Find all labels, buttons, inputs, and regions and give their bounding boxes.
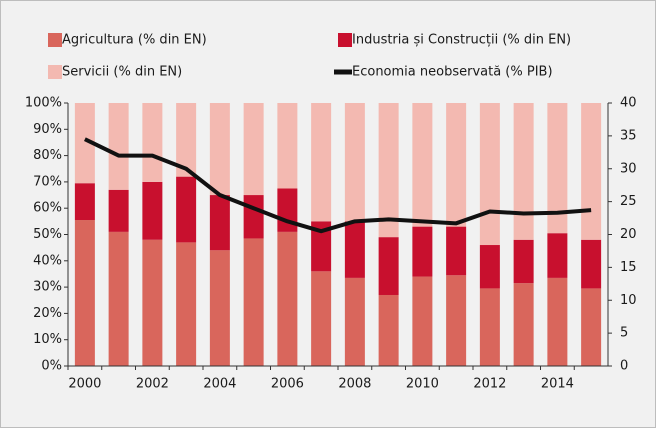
y-tick-label: 70% [33, 174, 62, 189]
bar-segment [479, 288, 500, 366]
bar-segment [344, 103, 365, 222]
y-tick-label: 40% [33, 253, 62, 268]
bar-segment [74, 183, 95, 221]
bar-segment [513, 283, 534, 366]
bar-segment [311, 103, 332, 222]
y-tick-label: 30% [33, 280, 62, 295]
bar-segment [344, 221, 365, 278]
legend-label: Economia neobservată (% PIB) [352, 65, 553, 80]
legend-label: Agricultura (% din EN) [62, 33, 207, 48]
bar-segment [446, 226, 467, 276]
bar-segment [142, 181, 163, 240]
bar-segment [209, 103, 230, 196]
bar-segment [243, 103, 264, 196]
bar-segment [74, 220, 95, 366]
bar-segment [378, 237, 399, 295]
y2-tick-label: 15 [620, 260, 637, 275]
bar-segment [581, 239, 602, 289]
y2-tick-label: 35 [620, 128, 637, 143]
bar-segment [277, 103, 298, 189]
x-tick-label: 2002 [136, 377, 169, 392]
bar-segment [412, 226, 433, 277]
legend-label: Servicii (% din EN) [62, 65, 182, 80]
x-tick-label: 2012 [473, 377, 506, 392]
y2-tick-label: 10 [620, 293, 637, 308]
x-tick-label: 2004 [203, 377, 236, 392]
bar-segment [581, 288, 602, 366]
bar-segment [547, 233, 568, 278]
bar-segment [446, 275, 467, 366]
bar-segment [108, 231, 129, 366]
legend-marker [48, 65, 62, 79]
x-tick-label: 2014 [541, 377, 574, 392]
x-tick-label: 2010 [406, 377, 439, 392]
x-tick-label: 2006 [271, 377, 304, 392]
legend-label: Industria și Construcții (% din EN) [352, 33, 571, 48]
bar-segment [479, 103, 500, 246]
y-tick-label: 80% [33, 148, 62, 163]
y-tick-label: 100% [25, 96, 62, 111]
y-tick-label: 50% [33, 227, 62, 242]
bar-segment [108, 103, 129, 190]
bar-segment [581, 103, 602, 240]
bar-segment [547, 277, 568, 366]
y-tick-label: 10% [33, 332, 62, 347]
y-tick-label: 60% [33, 201, 62, 216]
bar-segment [412, 276, 433, 366]
bar-segment [209, 250, 230, 366]
bar-segment [176, 103, 197, 177]
bar-segment [277, 231, 298, 366]
y2-tick-label: 0 [620, 359, 628, 374]
y2-tick-label: 20 [620, 227, 637, 242]
bar-segment [378, 103, 399, 238]
bar-segment [176, 242, 197, 366]
bar-segment [142, 103, 163, 182]
y-tick-label: 20% [33, 306, 62, 321]
bar-segment [446, 103, 467, 227]
legend-marker [48, 33, 62, 47]
bar-segment [74, 103, 95, 184]
bar-segment [108, 189, 129, 232]
x-tick-label: 2000 [68, 377, 101, 392]
bar-segment [311, 221, 332, 272]
bar-segment [243, 238, 264, 366]
x-tick-label: 2008 [338, 377, 371, 392]
bar-segment [479, 245, 500, 289]
y2-tick-label: 30 [620, 161, 637, 176]
bar-segment [513, 239, 534, 284]
bar-segment [176, 176, 197, 243]
legend-marker [338, 33, 352, 47]
bar-segment [513, 103, 534, 240]
y2-tick-label: 40 [620, 96, 637, 111]
bar-segment [412, 103, 433, 227]
y2-tick-label: 25 [620, 194, 637, 209]
y-tick-label: 90% [33, 122, 62, 137]
line-series [83, 137, 592, 234]
bar-segment [311, 271, 332, 366]
bar-segment [142, 239, 163, 366]
bar-segment [243, 195, 264, 239]
bar-segment [547, 103, 568, 234]
bar-segment [378, 294, 399, 366]
bar-segment [344, 277, 365, 366]
y-tick-label: 0% [41, 359, 62, 374]
y2-tick-label: 5 [620, 326, 628, 341]
bar-segment [209, 195, 230, 251]
